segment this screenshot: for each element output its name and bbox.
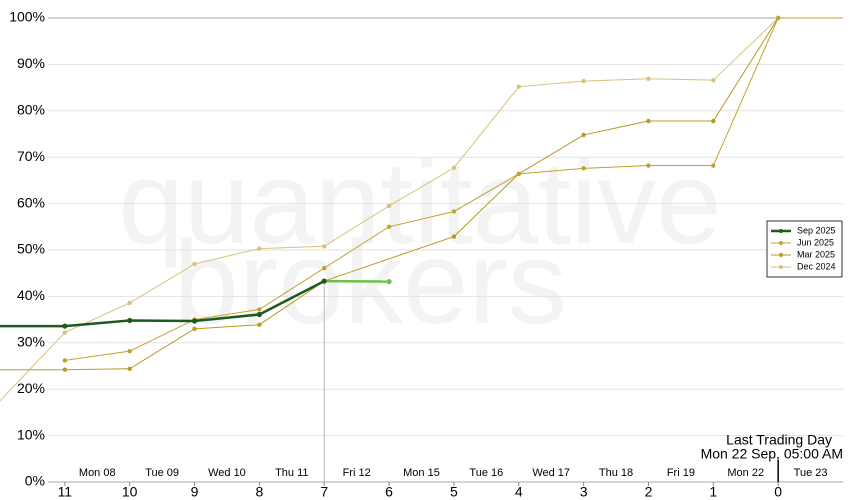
legend-label: Mar 2025 [797,249,835,259]
series-line [0,17,843,402]
legend-swatch-dot [779,241,783,245]
x-tick-label: 6 [385,484,393,500]
point [256,311,262,318]
point [62,358,68,363]
point [257,322,262,327]
point [451,234,457,239]
y-tick-label: 80% [17,102,45,118]
point [192,326,197,332]
y-tick-label: 20% [17,380,45,396]
point [516,84,521,89]
x-tick-label: 10 [122,484,138,500]
point [62,323,68,329]
point [711,118,716,124]
x-tick-label: 11 [58,484,73,500]
x-tick-label: 9 [191,484,199,500]
point [451,165,457,171]
day-label: Mon 22 [727,467,764,479]
y-tick-label: 40% [17,287,45,303]
point [581,166,586,171]
point [386,224,392,229]
x-tick-label: 2 [645,484,653,500]
point [257,307,262,312]
legend-swatch-dot [779,229,783,233]
watermark: brokers [173,217,566,349]
legend-swatch-dot [779,265,783,269]
annotation-text: Mon 22 Sep, 05:00 AM [701,446,843,462]
point [127,317,133,324]
day-label: Wed 10 [208,467,246,479]
point [581,132,586,138]
annotation-text: Last Trading Day [726,432,832,448]
y-tick-label: 90% [17,55,45,71]
legend-label: Jun 2025 [797,237,834,247]
day-label: Tue 23 [794,467,828,479]
legend-label: Sep 2025 [797,225,836,235]
point [257,246,262,251]
x-tick-label: 7 [320,484,328,500]
x-tick-label: 0 [774,484,782,500]
series-line [0,279,325,328]
day-label: Tue 09 [145,467,179,479]
point [386,278,392,285]
day-label: Thu 11 [275,467,308,479]
day-label: Wed 17 [532,467,570,479]
day-label: Mon 08 [79,467,116,479]
point [646,163,651,168]
x-tick-label: 4 [515,484,523,500]
point [192,261,197,267]
day-label: Fri 19 [667,467,695,479]
point [451,209,457,214]
point [127,366,132,371]
y-tick-label: 10% [17,426,45,442]
point [646,118,651,124]
y-tick-label: 50% [17,241,45,257]
y-tick-label: 30% [17,334,45,350]
x-tick-label: 5 [450,484,458,500]
y-tick-label: 100% [9,9,45,25]
day-label: Tue 16 [469,467,503,479]
point [322,244,327,249]
point [62,367,68,372]
point [775,15,781,21]
point [127,300,132,306]
point [581,78,586,84]
legend-swatch-dot [779,253,783,257]
point [191,318,198,324]
point [127,348,132,354]
point [386,203,392,209]
y-tick-label: 0% [25,473,45,489]
point [516,171,521,177]
point [322,265,327,271]
day-label: Mon 15 [403,467,440,479]
x-tick-label: 3 [580,484,588,500]
day-label: Fri 12 [343,467,371,479]
x-tick-label: 1 [709,484,717,500]
point [62,330,68,335]
point [711,77,716,83]
point [646,76,651,81]
point [711,163,716,168]
y-tick-label: 70% [17,148,45,164]
day-label: Thu 18 [599,467,633,479]
x-tick-label: 8 [255,484,263,500]
y-tick-label: 60% [17,194,45,210]
legend-label: Dec 2024 [797,261,836,271]
point [321,278,327,284]
